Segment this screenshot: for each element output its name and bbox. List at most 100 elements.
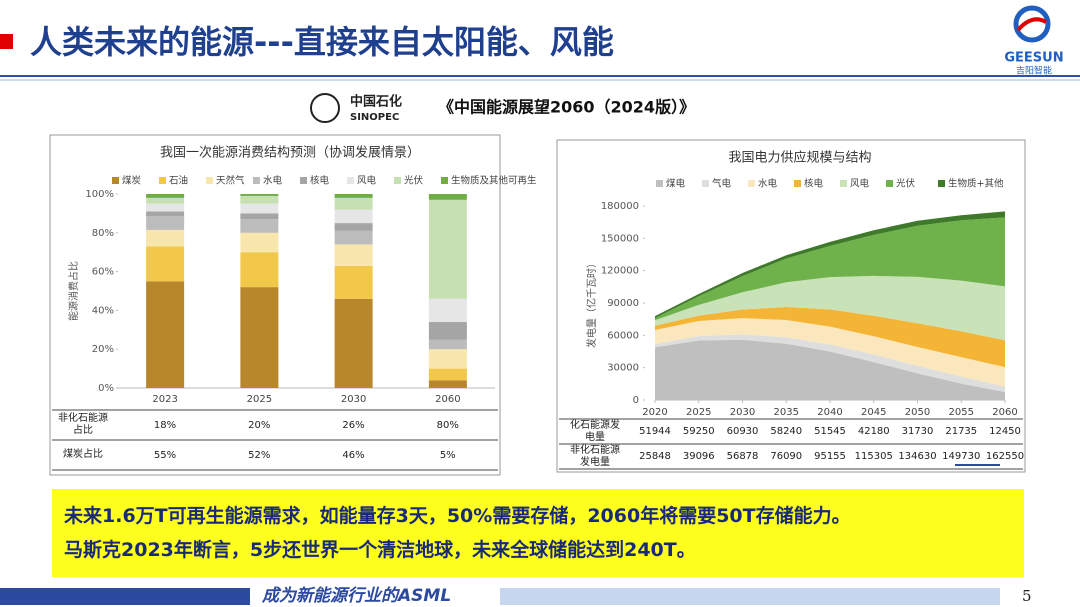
table-cell: 55% — [153, 449, 177, 461]
logo-swoosh — [1016, 17, 1047, 32]
legend-swatch — [159, 177, 166, 184]
table-cell: 21735 — [945, 426, 978, 437]
bar-segment — [240, 203, 279, 214]
table-cell: 20% — [248, 419, 271, 431]
legend-swatch — [394, 177, 401, 184]
slide-title: 人类未来的能源---直接来自太阳能、风能 — [30, 23, 614, 61]
table-cell: 59250 — [682, 426, 715, 437]
table-row-label: 化石能源发电量 — [570, 419, 620, 443]
table-cell: 51545 — [814, 426, 846, 437]
bar-segment — [146, 246, 185, 282]
legend-swatch — [702, 180, 709, 187]
y-tick-label: 120000 — [601, 266, 639, 277]
table-cell: 162550 — [985, 451, 1025, 462]
bar-segment — [428, 349, 467, 369]
area — [655, 334, 1005, 392]
legend-label: 生物质+其他 — [948, 178, 1004, 190]
bar-segment — [428, 368, 467, 381]
legend-swatch — [253, 177, 260, 184]
bar-segment — [428, 380, 467, 388]
bar-segment — [428, 339, 467, 350]
y-axis-label: 发电量（亿千瓦时） — [585, 258, 598, 348]
area — [655, 307, 1005, 368]
bar-segment — [334, 265, 373, 299]
table-cell: 56878 — [726, 451, 759, 462]
bar-segment — [334, 197, 373, 210]
table-cell: 39096 — [682, 451, 715, 462]
x-tick-label: 2035 — [774, 407, 799, 418]
bar-segment — [146, 203, 185, 212]
legend-swatch — [300, 177, 307, 184]
sinopec-cn: 中国石化 — [350, 94, 402, 110]
y-tick-label: 40% — [92, 305, 114, 316]
chart-title: 我国电力供应规模与结构 — [728, 150, 871, 166]
legend-label: 石油 — [169, 175, 188, 187]
table-cell: 95155 — [814, 451, 846, 462]
source-title: 《中国能源展望2060（2024版）》 — [438, 98, 695, 117]
table-row-label: 非化石能源发电量 — [570, 444, 620, 468]
legend-swatch — [441, 177, 448, 184]
x-tick-label: 2045 — [861, 407, 886, 418]
table-cell: 76090 — [770, 451, 803, 462]
x-tick-label: 2055 — [949, 407, 974, 418]
logo-text: GEESUN — [1004, 51, 1063, 66]
legend-label: 气电 — [712, 178, 732, 190]
legend-label: 核电 — [310, 175, 330, 187]
legend-swatch — [656, 180, 663, 187]
legend-label: 天然气 — [216, 175, 245, 187]
y-tick-label: 150000 — [601, 233, 639, 244]
y-tick-label: 90000 — [607, 298, 639, 309]
bar-segment — [334, 209, 373, 224]
table-cell: 149730 — [942, 451, 981, 462]
y-tick-label: 30000 — [607, 363, 639, 374]
sinopec-icon — [310, 93, 340, 123]
bar-segment — [146, 194, 185, 198]
table-row-label: 煤炭占比 — [63, 449, 103, 460]
title-marker — [0, 34, 13, 49]
table-cell: 80% — [436, 419, 459, 431]
legend-label: 煤电 — [666, 178, 686, 190]
x-tick-label: 2023 — [152, 394, 177, 405]
bar-segment — [334, 230, 373, 245]
legend-label: 风电 — [850, 178, 870, 190]
table-cell: 134630 — [898, 451, 937, 462]
bar-segment — [334, 244, 373, 266]
x-tick-label: 2020 — [642, 407, 667, 418]
legend-swatch — [886, 180, 893, 187]
x-tick-label: 2030 — [730, 407, 755, 418]
x-tick-label: 2060 — [435, 394, 460, 405]
logo-icon — [1013, 5, 1051, 43]
bar-segment — [240, 219, 279, 233]
footer-slogan: 成为新能源行业的ASML — [261, 586, 451, 606]
logo-subtext: 吉阳智能 — [1016, 65, 1052, 77]
legend-swatch — [938, 180, 945, 187]
legend-swatch — [112, 177, 119, 184]
bar-segment — [146, 216, 185, 230]
legend-swatch — [794, 180, 801, 187]
bar-segment — [428, 199, 467, 299]
table-row-label: 非化石能源占比 — [58, 413, 108, 436]
bar-segment — [428, 194, 467, 200]
sinopec-en: SINOPEC — [350, 112, 399, 123]
footer-bar-left — [0, 588, 250, 605]
legend-swatch — [840, 180, 847, 187]
x-tick-label: 2025 — [247, 394, 272, 405]
y-tick-label: 180000 — [601, 201, 639, 212]
y-axis-label: 能源消费占比 — [67, 261, 80, 321]
area — [655, 339, 1005, 400]
callout-box: 未来1.6万T可再生能源需求，如能量存3天，50%需要存储，2060年将需要50… — [52, 489, 1024, 577]
bar-segment — [240, 287, 279, 388]
legend-label: 水电 — [758, 178, 778, 190]
bar-segment — [334, 194, 373, 198]
y-tick-label: 0 — [633, 395, 639, 406]
table-cell: 5% — [439, 449, 456, 461]
legend-label: 光伏 — [404, 175, 424, 187]
legend-swatch — [347, 177, 354, 184]
x-tick-label: 2025 — [686, 407, 711, 418]
bar-segment — [240, 252, 279, 288]
table-cell: 12450 — [989, 426, 1021, 437]
bar-segment — [428, 322, 467, 340]
x-tick-label: 2040 — [817, 407, 842, 418]
